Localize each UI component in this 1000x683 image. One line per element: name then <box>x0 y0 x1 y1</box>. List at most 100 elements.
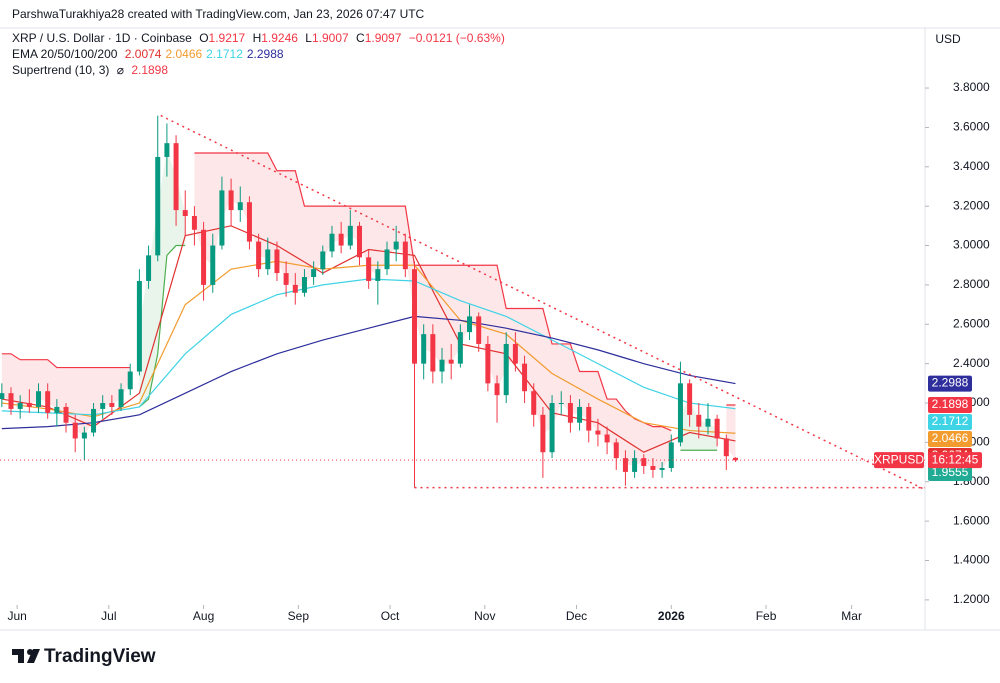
candle-body <box>476 316 482 344</box>
x-tick-label: Oct <box>381 609 400 623</box>
candle-body <box>17 403 23 409</box>
symbol-line: XRP / U.S. Dollar · 1D · Coinbase O1.921… <box>12 31 509 45</box>
candle-body <box>705 418 711 427</box>
symbol-tag: XRPUSD <box>874 452 924 466</box>
candle-body <box>467 316 473 333</box>
y-tick-label: 2.6000 <box>953 316 990 330</box>
y-tick-label: 1.4000 <box>953 553 990 567</box>
candle-body <box>430 334 436 372</box>
logo-icon <box>12 649 40 663</box>
candle-body <box>100 403 106 409</box>
x-tick-label: Jun <box>7 609 26 623</box>
candle-body <box>402 241 408 270</box>
candle-body <box>256 241 262 270</box>
candle-body <box>191 216 197 230</box>
candle-body <box>650 466 656 470</box>
candle-body <box>632 458 638 472</box>
candle-body <box>457 332 463 364</box>
ohlc-letter: H <box>252 31 262 45</box>
candle-body <box>494 383 500 396</box>
x-tick-label: Feb <box>756 609 777 623</box>
candle-body <box>246 202 252 242</box>
candle-body <box>26 403 32 407</box>
candle-body <box>109 403 115 407</box>
candle-body <box>668 442 674 468</box>
candle-body <box>696 414 702 427</box>
price-label: 1.9555 <box>932 465 969 479</box>
candle-body <box>54 406 60 413</box>
attribution: ParshwaTurakhiya28 created with TradingV… <box>12 7 428 21</box>
countdown-box <box>928 452 982 469</box>
candle-body <box>36 391 42 407</box>
candle-body <box>311 269 317 278</box>
x-tick-label: Mar <box>841 609 862 623</box>
candle-body <box>63 406 69 423</box>
trendline <box>160 114 926 491</box>
candle-body <box>577 406 583 423</box>
plot <box>0 114 926 491</box>
candle-body <box>567 403 573 423</box>
candle-body <box>182 210 188 217</box>
candle-body <box>549 403 555 453</box>
price-label-box <box>928 465 972 482</box>
candle-body <box>8 393 14 409</box>
countdown: 16:12:45 <box>932 452 979 466</box>
ohlc-letter: O <box>199 31 209 45</box>
supertrend-symbol: ⌀ <box>116 63 124 77</box>
ohlc-letter: C <box>356 31 365 45</box>
logo: TradingView <box>12 646 156 667</box>
ema-value: 2.0466 <box>165 47 203 61</box>
ohlc-letter: L <box>305 31 312 45</box>
ema-value: 2.2988 <box>246 47 284 61</box>
currency: USD <box>935 32 961 46</box>
price-label-box <box>928 431 972 448</box>
price-label-box <box>928 414 972 431</box>
x-tick-label: 2026 <box>658 609 685 623</box>
candle-body <box>329 233 335 252</box>
candle-body <box>347 225 353 246</box>
candle-body <box>641 458 647 467</box>
candle-body <box>586 406 592 431</box>
ohlc-value: 1.9097 <box>364 31 402 45</box>
candle-body <box>127 371 133 390</box>
candle-body <box>485 343 491 384</box>
candle-body <box>393 241 399 250</box>
candle-body <box>448 359 454 364</box>
candle-body <box>723 438 729 457</box>
candle-body <box>338 233 344 246</box>
candle-body <box>714 418 720 439</box>
change: −0.0121 (−0.63%) <box>408 31 505 45</box>
price-label: 2.0466 <box>932 431 969 445</box>
candle-body <box>219 190 225 246</box>
candle-body <box>228 190 234 211</box>
candle-body <box>136 280 142 372</box>
ohlc-value: 1.9217 <box>208 31 246 45</box>
candle-body <box>659 467 665 470</box>
y-tick-label: 2.8000 <box>953 277 990 291</box>
candle-body <box>72 422 78 439</box>
candle-body <box>173 143 179 211</box>
y-tick-label: 1.2000 <box>953 592 990 606</box>
supertrend-down <box>1 152 736 432</box>
candle-body <box>366 257 372 281</box>
y-tick-label: 3.8000 <box>953 80 990 94</box>
candle-body <box>531 391 537 415</box>
candle-body <box>522 363 528 392</box>
candle-body <box>540 414 546 453</box>
candle-body <box>421 334 427 364</box>
candle-body <box>677 383 683 443</box>
candle-body <box>45 391 51 413</box>
candle-body <box>118 389 124 407</box>
ema-label: EMA 20/50/100/200 <box>12 47 118 61</box>
ohlc-value: 1.9007 <box>311 31 349 45</box>
candle-body <box>237 202 243 211</box>
candle-body <box>558 403 564 405</box>
y-tick-label: 3.6000 <box>953 120 990 134</box>
candle-body <box>732 457 738 461</box>
supertrend-value: 2.1898 <box>131 63 169 77</box>
candle-body <box>265 249 271 270</box>
supertrend-label: Supertrend (10, 3) <box>12 63 110 77</box>
